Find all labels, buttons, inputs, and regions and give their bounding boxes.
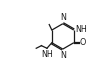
Text: N: N: [60, 13, 66, 22]
Text: NH: NH: [75, 25, 87, 34]
Text: O: O: [80, 38, 86, 47]
Text: NH: NH: [41, 50, 53, 59]
Text: N: N: [60, 51, 66, 60]
